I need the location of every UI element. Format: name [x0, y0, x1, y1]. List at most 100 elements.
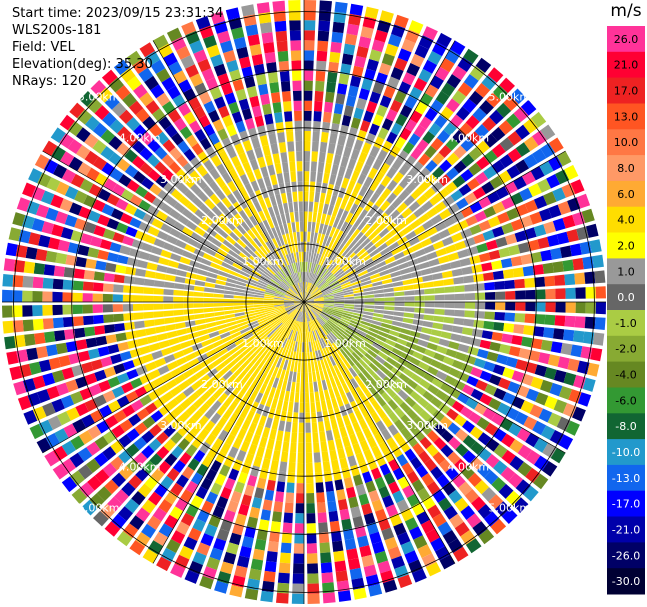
velocity-cell — [529, 404, 544, 418]
velocity-cell — [130, 399, 144, 412]
velocity-cell — [237, 428, 247, 440]
velocity-cell — [322, 111, 332, 123]
velocity-cell — [225, 317, 236, 323]
velocity-cell — [198, 220, 210, 231]
velocity-cell — [324, 193, 332, 205]
velocity-cell — [378, 62, 392, 76]
velocity-cell — [316, 278, 324, 287]
velocity-cell — [481, 181, 495, 195]
velocity-cell — [363, 564, 377, 577]
velocity-cell — [304, 312, 307, 323]
velocity-cell — [401, 207, 413, 219]
velocity-cell — [396, 454, 409, 467]
velocity-cell — [289, 308, 297, 317]
velocity-cell — [298, 331, 301, 342]
velocity-cell — [152, 197, 165, 209]
velocity-cell — [116, 158, 131, 172]
velocity-cell — [202, 566, 217, 580]
velocity-cell — [305, 311, 309, 322]
velocity-cell — [343, 331, 353, 340]
velocity-cell — [426, 342, 438, 351]
velocity-cell — [505, 290, 516, 300]
velocity-cell — [146, 154, 160, 168]
velocity-cell — [313, 298, 324, 301]
velocity-cell — [435, 247, 447, 257]
velocity-cell — [257, 156, 266, 168]
velocity-cell — [237, 321, 248, 328]
velocity-cell — [339, 245, 348, 255]
velocity-cell — [469, 224, 482, 235]
velocity-cell — [474, 124, 489, 139]
colorbar-band — [607, 439, 645, 466]
velocity-cell — [320, 337, 327, 348]
velocity-cell — [363, 337, 374, 345]
velocity-cell — [129, 515, 145, 530]
velocity-cell — [279, 461, 288, 473]
velocity-cell — [109, 119, 124, 134]
velocity-cell — [178, 233, 190, 243]
velocity-cell — [336, 363, 345, 374]
velocity-cell — [131, 491, 146, 506]
velocity-cell — [272, 0, 286, 12]
azimuth-spoke — [152, 40, 305, 303]
velocity-cell — [90, 80, 107, 96]
velocity-cell — [218, 105, 230, 119]
velocity-cell — [384, 292, 395, 297]
velocity-cell — [203, 379, 215, 390]
velocity-cell — [205, 433, 217, 446]
velocity-cell — [161, 372, 174, 383]
velocity-cell — [331, 251, 339, 261]
velocity-cell — [162, 101, 176, 115]
velocity-cell — [435, 90, 450, 105]
velocity-cell — [65, 379, 79, 393]
velocity-cell — [340, 210, 349, 221]
velocity-cell — [272, 377, 280, 389]
velocity-cell — [525, 467, 541, 483]
velocity-cell — [289, 232, 294, 243]
velocity-cell — [319, 283, 329, 290]
colorbar-band — [607, 542, 645, 569]
velocity-cell — [212, 257, 223, 266]
velocity-cell — [521, 171, 536, 186]
velocity-cell — [280, 326, 288, 336]
velocity-cell — [153, 396, 166, 409]
velocity-cell — [309, 191, 315, 202]
velocity-cell — [72, 316, 84, 327]
velocity-cell — [289, 161, 296, 172]
velocity-cell — [306, 513, 316, 524]
velocity-cell — [364, 188, 374, 200]
velocity-cell — [351, 351, 361, 362]
velocity-cell — [16, 197, 31, 212]
velocity-cell — [289, 391, 295, 403]
velocity-cell — [172, 460, 186, 473]
velocity-cell — [334, 297, 345, 301]
velocity-cell — [467, 472, 482, 487]
velocity-cell — [384, 537, 398, 550]
velocity-cell — [254, 381, 263, 392]
velocity-cell — [441, 236, 454, 247]
velocity-cell — [357, 220, 367, 231]
velocity-cell — [314, 462, 322, 473]
velocity-cell — [287, 290, 296, 297]
velocity-cell — [277, 582, 290, 594]
velocity-cell — [286, 411, 293, 423]
velocity-cell — [55, 342, 68, 355]
velocity-cell — [485, 92, 501, 108]
velocity-cell — [428, 258, 440, 267]
velocity-cell — [233, 177, 244, 189]
velocity-cell — [361, 317, 373, 323]
velocity-cell — [315, 401, 322, 412]
velocity-cell — [224, 477, 236, 490]
velocity-cell — [184, 570, 200, 584]
velocity-cell — [302, 312, 304, 323]
velocity-cell — [313, 306, 323, 311]
velocity-cell — [32, 276, 44, 289]
velocity-cell — [481, 330, 493, 340]
velocity-cell — [372, 281, 383, 287]
velocity-cell — [445, 348, 458, 358]
velocity-cell — [251, 434, 261, 446]
velocity-cell — [390, 122, 403, 136]
velocity-cell — [321, 379, 328, 391]
velocity-cell — [310, 273, 315, 284]
velocity-cell — [258, 221, 267, 233]
